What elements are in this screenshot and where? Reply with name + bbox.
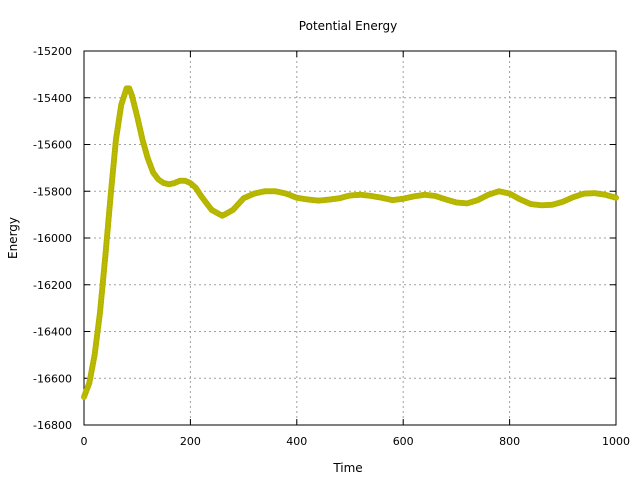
- x-tick-label: 1000: [602, 435, 630, 448]
- x-axis-label: Time: [332, 461, 362, 475]
- y-tick-label: -15800: [33, 185, 72, 198]
- tick-layer: 0 200 400 600 800 1000 -15200 -15400 -15600 -1580…: [33, 45, 630, 448]
- y-tick-label: -15200: [33, 45, 72, 58]
- y-tick-label: -16800: [33, 419, 72, 432]
- y-tick-label: -16600: [33, 372, 72, 385]
- series-layer: [81, 85, 620, 400]
- data-point: [267, 188, 274, 195]
- y-axis-label: Energy: [6, 217, 20, 259]
- y-tick-label: -16400: [33, 326, 72, 339]
- x-tick-label: 400: [286, 435, 307, 448]
- data-point: [264, 188, 271, 195]
- y-tick-label: -16000: [33, 232, 72, 245]
- x-tick-label: 800: [499, 435, 520, 448]
- data-point: [159, 179, 166, 186]
- data-point: [270, 188, 277, 195]
- data-point: [217, 212, 224, 219]
- y-tick-label: -15600: [33, 139, 72, 152]
- x-tick-label: 600: [393, 435, 414, 448]
- data-point: [269, 188, 276, 195]
- chart-title: Potential Energy: [299, 19, 397, 33]
- data-point: [263, 188, 270, 195]
- series-line: [81, 85, 619, 400]
- data-point: [613, 194, 620, 201]
- grid-layer: [84, 51, 616, 425]
- data-point: [261, 188, 268, 195]
- x-tick-label: 200: [180, 435, 201, 448]
- y-tick-label: -15400: [33, 92, 72, 105]
- x-tick-label: 0: [81, 435, 88, 448]
- series-markers: [81, 85, 620, 400]
- y-tick-label: -16200: [33, 279, 72, 292]
- data-point: [266, 188, 273, 195]
